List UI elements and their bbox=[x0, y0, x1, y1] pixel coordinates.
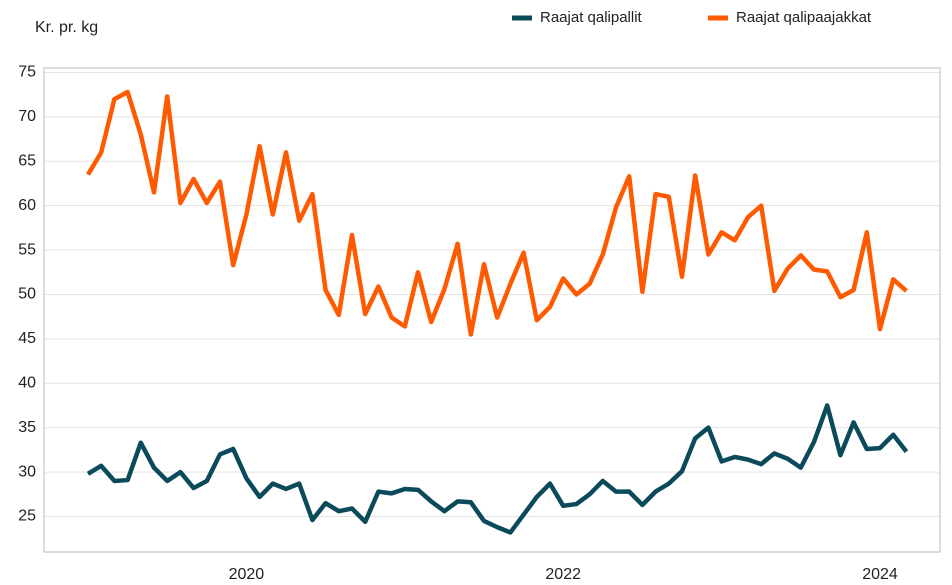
y-tick-label: 65 bbox=[18, 152, 36, 169]
y-tick-label: 45 bbox=[18, 330, 36, 347]
legend-label: Raajat qalipaajakkat bbox=[736, 9, 872, 26]
y-tick-label: 60 bbox=[18, 197, 36, 214]
y-tick-label: 35 bbox=[18, 419, 36, 436]
x-tick-label: 2024 bbox=[862, 566, 898, 583]
y-tick-label: 40 bbox=[18, 374, 36, 391]
y-tick-label: 50 bbox=[18, 286, 36, 303]
y-tick-label: 70 bbox=[18, 108, 36, 125]
y-tick-label: 55 bbox=[18, 241, 36, 258]
y-tick-label: 30 bbox=[18, 463, 36, 480]
data-line bbox=[86, 403, 909, 535]
legend-label: Raajat qalipallit bbox=[540, 9, 643, 26]
plot-frame bbox=[43, 67, 941, 553]
y-tick-label: 25 bbox=[18, 508, 36, 525]
y-tick-label: 75 bbox=[18, 64, 36, 81]
x-tick-label: 2020 bbox=[229, 566, 265, 583]
y-axis-label: Kr. pr. kg bbox=[35, 19, 98, 36]
x-tick-label: 2022 bbox=[545, 566, 581, 583]
data-line bbox=[86, 89, 908, 337]
